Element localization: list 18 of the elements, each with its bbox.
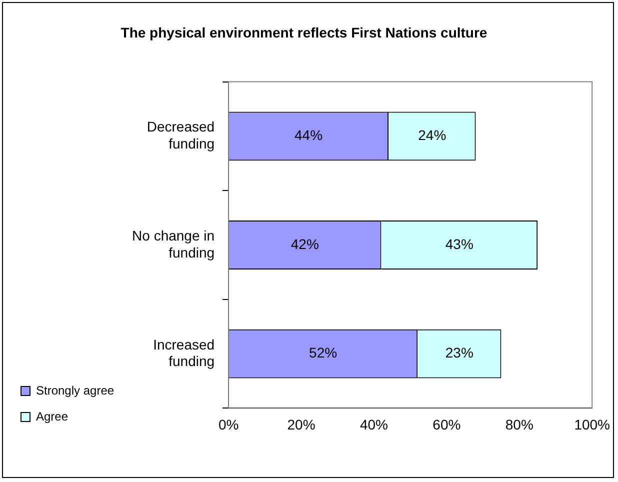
data-label: 24% <box>418 127 446 144</box>
x-tick-label: 0% <box>218 416 239 432</box>
legend-label: Agree <box>36 409 68 424</box>
x-tick-label: 40% <box>360 416 388 432</box>
data-label: 44% <box>294 127 323 144</box>
data-label: 52% <box>309 344 338 361</box>
x-tick-label: 20% <box>287 416 316 432</box>
data-label: 43% <box>445 236 474 252</box>
chart-title: The physical environment reflects First Nations culture <box>120 24 488 40</box>
y-tick-label: Decreased funding <box>146 118 215 152</box>
y-tick-label: Increased funding <box>153 336 215 370</box>
x-tick-label: 100% <box>574 416 610 432</box>
x-tick-label: 80% <box>505 416 534 432</box>
data-label: 42% <box>290 236 319 252</box>
data-label: 23% <box>445 344 474 361</box>
legend-label: Strongly agree <box>36 383 114 398</box>
x-tick-label: 60% <box>432 416 461 432</box>
y-tick-label: No change in funding <box>132 227 215 260</box>
